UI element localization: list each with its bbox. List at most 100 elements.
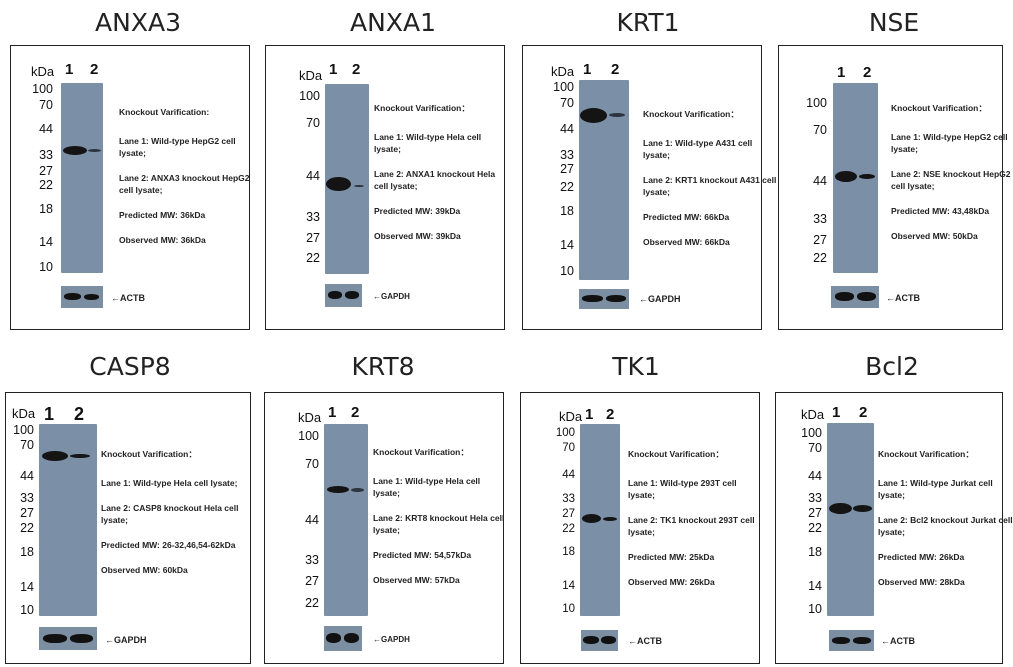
protein-band (354, 185, 364, 187)
kda-label: kDa (801, 407, 825, 422)
knockout-notes: Knockout Varification： Lane 1: Wild-type… (643, 108, 778, 261)
lane-label: 2 (859, 404, 868, 421)
verification-heading: Knockout Varification： (628, 449, 724, 459)
control-band (582, 295, 603, 302)
loading-control-label: ←GAPDH (373, 635, 410, 644)
observed-mw: Observed MW: 28kDa (878, 577, 965, 587)
loading-control-strip (581, 630, 618, 651)
lane1-description: Lane 1: Wild-type HepG2 cell lysate; (891, 132, 1008, 154)
mw-marker: 27 (813, 233, 827, 247)
verification-heading: Knockout Varification： (891, 103, 987, 113)
mw-marker: 14 (39, 235, 53, 249)
mw-marker: 44 (20, 469, 34, 483)
mw-marker: 27 (39, 164, 53, 178)
lane-label: 1 (329, 61, 338, 78)
panel-title: KRT1 (616, 8, 680, 37)
lane-label: 2 (74, 404, 85, 424)
protein-band (327, 486, 349, 493)
loading-control-strip (579, 289, 629, 309)
mw-marker: 100 (32, 82, 53, 96)
mw-marker: 14 (20, 580, 34, 594)
western-blot-panel-casp8: kDa 1 2 100 70 44 33 27 22 18 14 10 Knoc… (5, 392, 251, 664)
lane-label: 2 (351, 404, 360, 421)
lane1-description: Lane 1: Wild-type Hela cell lysate; (373, 476, 481, 498)
loading-control-strip (61, 286, 103, 308)
verification-heading: Knockout Varification： (374, 103, 470, 113)
lane-label: 1 (832, 404, 841, 421)
protein-band (609, 113, 625, 117)
loading-control-strip (39, 627, 97, 650)
control-band (853, 637, 871, 644)
loading-control-strip (829, 630, 874, 651)
mw-marker: 27 (808, 506, 822, 520)
mw-marker: 44 (808, 469, 822, 483)
mw-marker: 10 (560, 264, 574, 278)
mw-marker: 44 (813, 174, 827, 188)
mw-marker: 33 (20, 491, 34, 505)
lane1-description: Lane 1: Wild-type Hela cell lysate; (374, 132, 482, 154)
lane-label: 1 (583, 61, 592, 78)
mw-marker: 70 (562, 442, 575, 454)
lane-label: 2 (352, 61, 361, 78)
lane-label: 2 (863, 64, 872, 81)
protein-band (859, 174, 875, 179)
observed-mw: Observed MW: 26kDa (628, 577, 715, 587)
lane-label: 1 (837, 64, 846, 81)
loading-control-label: ←GAPDH (639, 294, 681, 304)
mw-marker: 22 (808, 521, 822, 535)
western-blot-panel-bcl2: kDa 1 2 100 70 44 33 27 22 18 14 10 Knoc… (775, 392, 1013, 664)
lane-label: 2 (611, 61, 620, 78)
predicted-mw: Predicted MW: 66kDa (643, 212, 730, 222)
control-band (328, 291, 342, 299)
control-band (835, 292, 854, 301)
control-band (857, 292, 876, 301)
mw-marker: 44 (306, 169, 320, 183)
mw-marker: 33 (808, 491, 822, 505)
mw-marker: 27 (305, 574, 319, 588)
lane-label: 1 (44, 404, 55, 424)
kda-label: kDa (299, 68, 323, 83)
observed-mw: Observed MW: 39kDa (374, 231, 461, 241)
mw-marker: 100 (299, 89, 320, 103)
predicted-mw: Predicted MW: 54,57kDa (373, 550, 472, 560)
knockout-notes: Knockout Varification： Lane 1: Wild-type… (101, 448, 247, 589)
mw-marker: 100 (553, 80, 574, 94)
loading-control-label: ←ACTB (886, 293, 920, 303)
control-band (64, 293, 81, 300)
panel-title: Bcl2 (865, 352, 919, 381)
mw-marker: 10 (39, 260, 53, 274)
control-band (345, 291, 359, 299)
lane-label: 1 (65, 61, 74, 78)
mw-marker: 14 (560, 238, 574, 252)
loading-control-label: ←GAPDH (105, 635, 147, 645)
control-band (583, 636, 599, 644)
blot-membrane (61, 83, 103, 273)
mw-marker: 100 (298, 429, 319, 443)
mw-marker: 22 (39, 178, 53, 192)
lane1-description: Lane 1: Wild-type HepG2 cell lysate; (119, 136, 236, 158)
lane1-description: Lane 1: Wild-type Hela cell lysate; (101, 478, 238, 488)
lane2-description: Lane 2: KRT8 knockout Hela cell lysate; (373, 513, 505, 535)
protein-band (351, 488, 364, 492)
blot-membrane (827, 423, 874, 616)
lane-label: 1 (328, 404, 337, 421)
mw-marker: 18 (39, 202, 53, 216)
mw-marker: 10 (808, 602, 822, 616)
knockout-notes: Knockout Varification： Lane 1: Wild-type… (374, 102, 509, 255)
observed-mw: Observed MW: 57kDa (373, 575, 460, 585)
lane2-description: Lane 2: ANXA3 knockout HepG2 cell lysate… (119, 173, 250, 195)
protein-band (63, 146, 87, 155)
mw-marker: 22 (306, 251, 320, 265)
knockout-notes: Knockout Varification： Lane 1: Wild-type… (878, 448, 1013, 601)
knockout-notes: Knockout Varification： Lane 1: Wild-type… (891, 102, 1013, 255)
lane2-description: Lane 2: NSE knockout HepG2 cell lysate; (891, 169, 1011, 191)
lane2-description: Lane 2: CASP8 knockout Hela cell lysate; (101, 503, 239, 525)
mw-marker: 33 (305, 553, 319, 567)
observed-mw: Observed MW: 60kDa (101, 565, 188, 575)
control-band (43, 634, 67, 643)
western-blot-panel-tk1: kDa 1 2 100 70 44 33 27 22 18 14 10 Knoc… (520, 392, 760, 664)
kda-label: kDa (31, 64, 55, 79)
panel-title: CASP8 (89, 352, 171, 381)
mw-marker: 14 (562, 580, 575, 592)
protein-band (88, 149, 101, 152)
